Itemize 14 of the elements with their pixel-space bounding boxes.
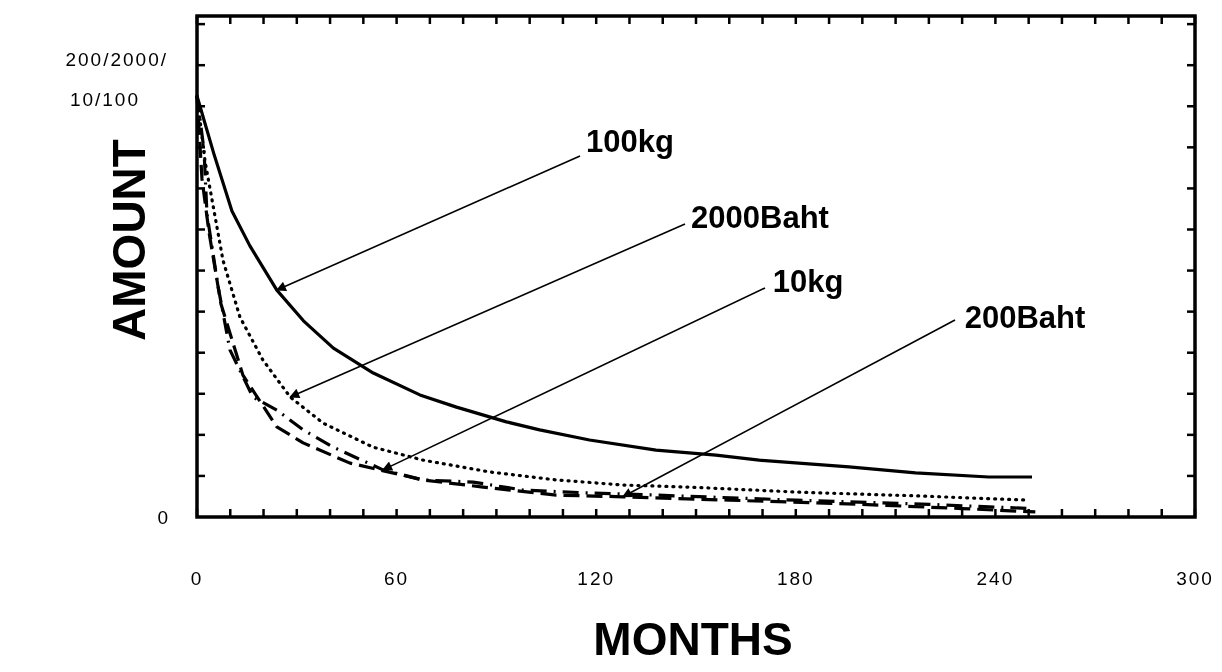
y-axis-title: AMOUNT xyxy=(103,139,155,341)
x-tick-label: 300 xyxy=(1176,568,1214,589)
annotation: 2000Baht xyxy=(691,200,829,235)
annotation: 10kg xyxy=(772,264,844,299)
x-tick-label: 60 xyxy=(384,568,410,589)
annotation: 200Baht xyxy=(964,300,1086,335)
x-tick-label: 240 xyxy=(976,568,1015,589)
text: 0 xyxy=(157,507,168,529)
x-tick-label: 120 xyxy=(577,568,616,589)
x-tick-label: 180 xyxy=(776,568,815,589)
x-tick-label: 0 xyxy=(190,568,204,589)
x-axis-title: MONTHS xyxy=(593,613,793,665)
annotation: 100kg xyxy=(586,124,674,159)
text: 200/2000/10/100 xyxy=(65,49,168,110)
